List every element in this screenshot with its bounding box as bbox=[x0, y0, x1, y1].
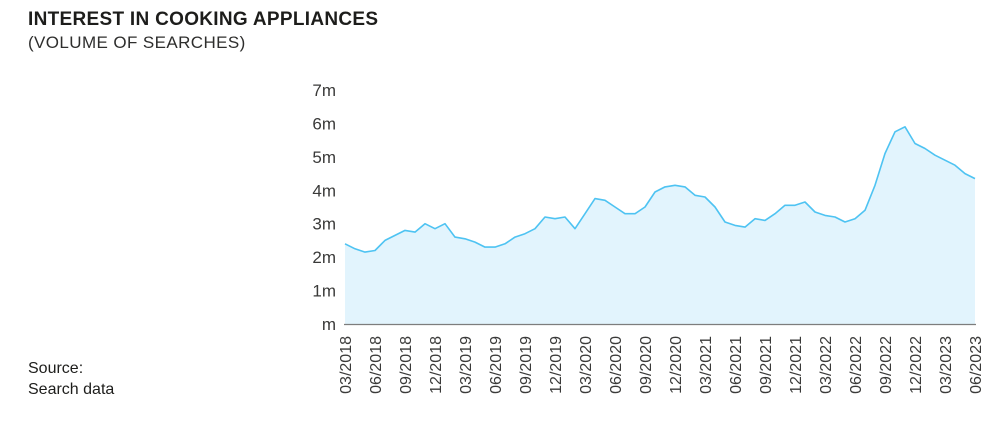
x-tick-label: 03/2021 bbox=[698, 336, 715, 394]
x-tick-label: 12/2022 bbox=[908, 336, 925, 394]
source-note: Source: Search data bbox=[28, 358, 114, 400]
title-block: INTEREST IN COOKING APPLIANCES (VOLUME O… bbox=[28, 8, 378, 54]
y-tick-label: 5m bbox=[312, 148, 336, 167]
page-title: INTEREST IN COOKING APPLIANCES bbox=[28, 9, 379, 30]
x-tick-label: 03/2018 bbox=[338, 336, 355, 394]
x-tick-label: 06/2018 bbox=[368, 336, 385, 394]
data-line bbox=[344, 126, 976, 253]
x-tick-label: 12/2019 bbox=[548, 336, 565, 394]
x-tick-label: 03/2019 bbox=[458, 336, 475, 394]
x-tick-label: 12/2018 bbox=[428, 336, 445, 394]
y-tick-label: m bbox=[322, 315, 336, 334]
source-label: Source: bbox=[28, 360, 84, 377]
x-tick-label: 09/2021 bbox=[758, 336, 775, 394]
x-tick-label: 06/2019 bbox=[488, 336, 505, 394]
y-tick-label: 4m bbox=[312, 181, 336, 200]
y-tick-label: 6m bbox=[312, 114, 336, 133]
x-tick-label: 12/2020 bbox=[668, 336, 685, 394]
x-tick-label: 09/2022 bbox=[878, 336, 895, 394]
x-tick-label: 06/2020 bbox=[608, 336, 625, 394]
x-tick-label: 03/2022 bbox=[818, 336, 835, 394]
x-tick-label: 03/2023 bbox=[938, 336, 955, 394]
x-tick-label: 12/2021 bbox=[788, 336, 805, 394]
source-name: Search data bbox=[28, 381, 115, 398]
x-tick-label: 06/2021 bbox=[728, 336, 745, 394]
y-tick-label: 7m bbox=[312, 81, 336, 100]
x-tick-label: 03/2020 bbox=[578, 336, 595, 394]
y-tick-label: 2m bbox=[312, 248, 336, 267]
y-tick-label: 1m bbox=[312, 282, 336, 301]
x-tick-label: 06/2023 bbox=[968, 336, 985, 394]
x-tick-label: 09/2018 bbox=[398, 336, 415, 394]
x-tick-label: 09/2019 bbox=[518, 336, 535, 394]
x-tick-label: 06/2022 bbox=[848, 336, 865, 394]
x-tick-label: 09/2020 bbox=[638, 336, 655, 394]
y-tick-label: 3m bbox=[312, 215, 336, 234]
page-subtitle: (VOLUME OF SEARCHES) bbox=[28, 33, 246, 52]
area-fill bbox=[345, 126, 975, 324]
